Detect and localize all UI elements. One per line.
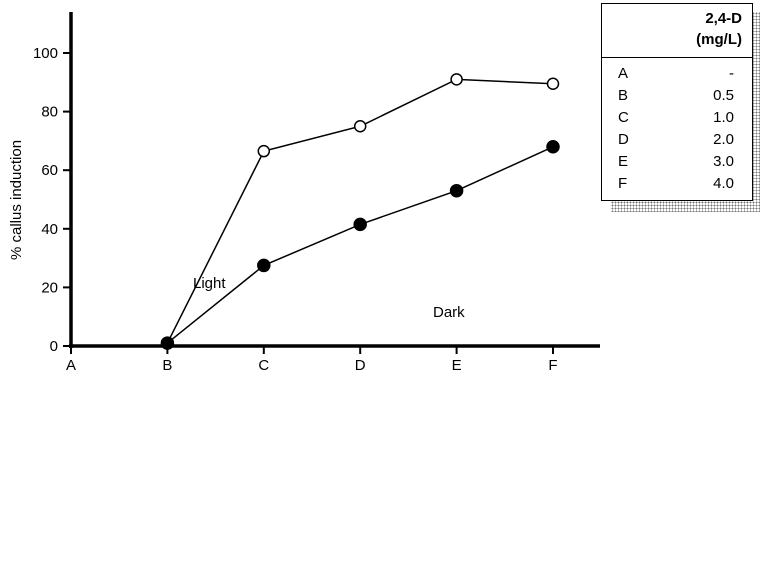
- y-tick-label: 40: [41, 221, 58, 238]
- y-tick-label: 0: [50, 338, 58, 355]
- data-point-dark: [353, 217, 367, 232]
- series-label-dark: Dark: [433, 304, 465, 321]
- data-point-dark: [160, 336, 175, 350]
- legend-row: A-: [618, 63, 734, 85]
- legend-row-value: 4.0: [713, 175, 734, 192]
- legend-header: 2,4-D (mg/L): [602, 4, 752, 58]
- legend-row-value: 1.0: [713, 109, 734, 126]
- legend-row: C 1.0: [618, 107, 734, 129]
- legend-row-key: B: [618, 87, 629, 104]
- legend-header-title: 2,4-D: [705, 10, 742, 27]
- x-tick-label: A: [66, 357, 76, 374]
- x-axis-ticks: A B C D E F: [66, 346, 558, 374]
- y-tick-label: 80: [41, 104, 58, 121]
- legend-row-value: 0.5: [713, 87, 734, 104]
- y-tick-label: 20: [41, 279, 58, 296]
- legend-table: 2,4-D (mg/L) A - B 0.5 C 1.0 D 2.0 E 3.0 F 4.0: [601, 3, 753, 201]
- series-label-light: Light: [193, 275, 226, 292]
- x-tick-label: B: [162, 357, 172, 374]
- legend-row-key: F: [618, 175, 628, 192]
- data-point-dark: [257, 258, 271, 273]
- y-axis-title: % callus induction: [8, 140, 25, 260]
- x-tick-label: E: [452, 357, 462, 374]
- legend-rows: A - B 0.5 C 1.0 D 2.0 E 3.0 F 4.0: [602, 58, 752, 195]
- x-tick-label: D: [355, 357, 366, 374]
- legend-row-value: -: [729, 65, 734, 82]
- data-point-dark: [546, 140, 560, 154]
- legend-row-key: A: [618, 65, 629, 82]
- series-lines: [166, 78, 554, 344]
- x-tick-label: F: [548, 357, 557, 374]
- axes: [69, 12, 600, 348]
- series-line-light: [166, 78, 554, 344]
- data-point-light: [353, 120, 367, 133]
- legend-header-unit: (mg/L): [696, 31, 742, 48]
- x-tick-label: C: [258, 357, 269, 374]
- legend-row: B 0.5: [618, 85, 734, 107]
- y-tick-label: 100: [33, 45, 58, 62]
- series-line-dark: [166, 146, 554, 344]
- legend-row-value: 3.0: [713, 153, 734, 170]
- y-axis-ticks: 0 20 40 60 80 100: [33, 45, 71, 355]
- data-point-dark: [449, 183, 464, 198]
- y-tick-label: 60: [41, 162, 58, 179]
- legend-row-key: D: [618, 131, 629, 148]
- legend-row-key: C: [618, 109, 629, 126]
- legend-row-key: E: [618, 153, 629, 170]
- data-point-light: [257, 144, 271, 158]
- series-points: [160, 73, 560, 350]
- legend-row-value: 2.0: [713, 131, 734, 148]
- data-point-light: [546, 77, 560, 91]
- legend-row: F 4.0: [618, 173, 734, 195]
- legend-row: E 3.0: [618, 151, 734, 173]
- legend-row: D 2.0: [618, 129, 734, 151]
- data-point-light: [450, 73, 463, 86]
